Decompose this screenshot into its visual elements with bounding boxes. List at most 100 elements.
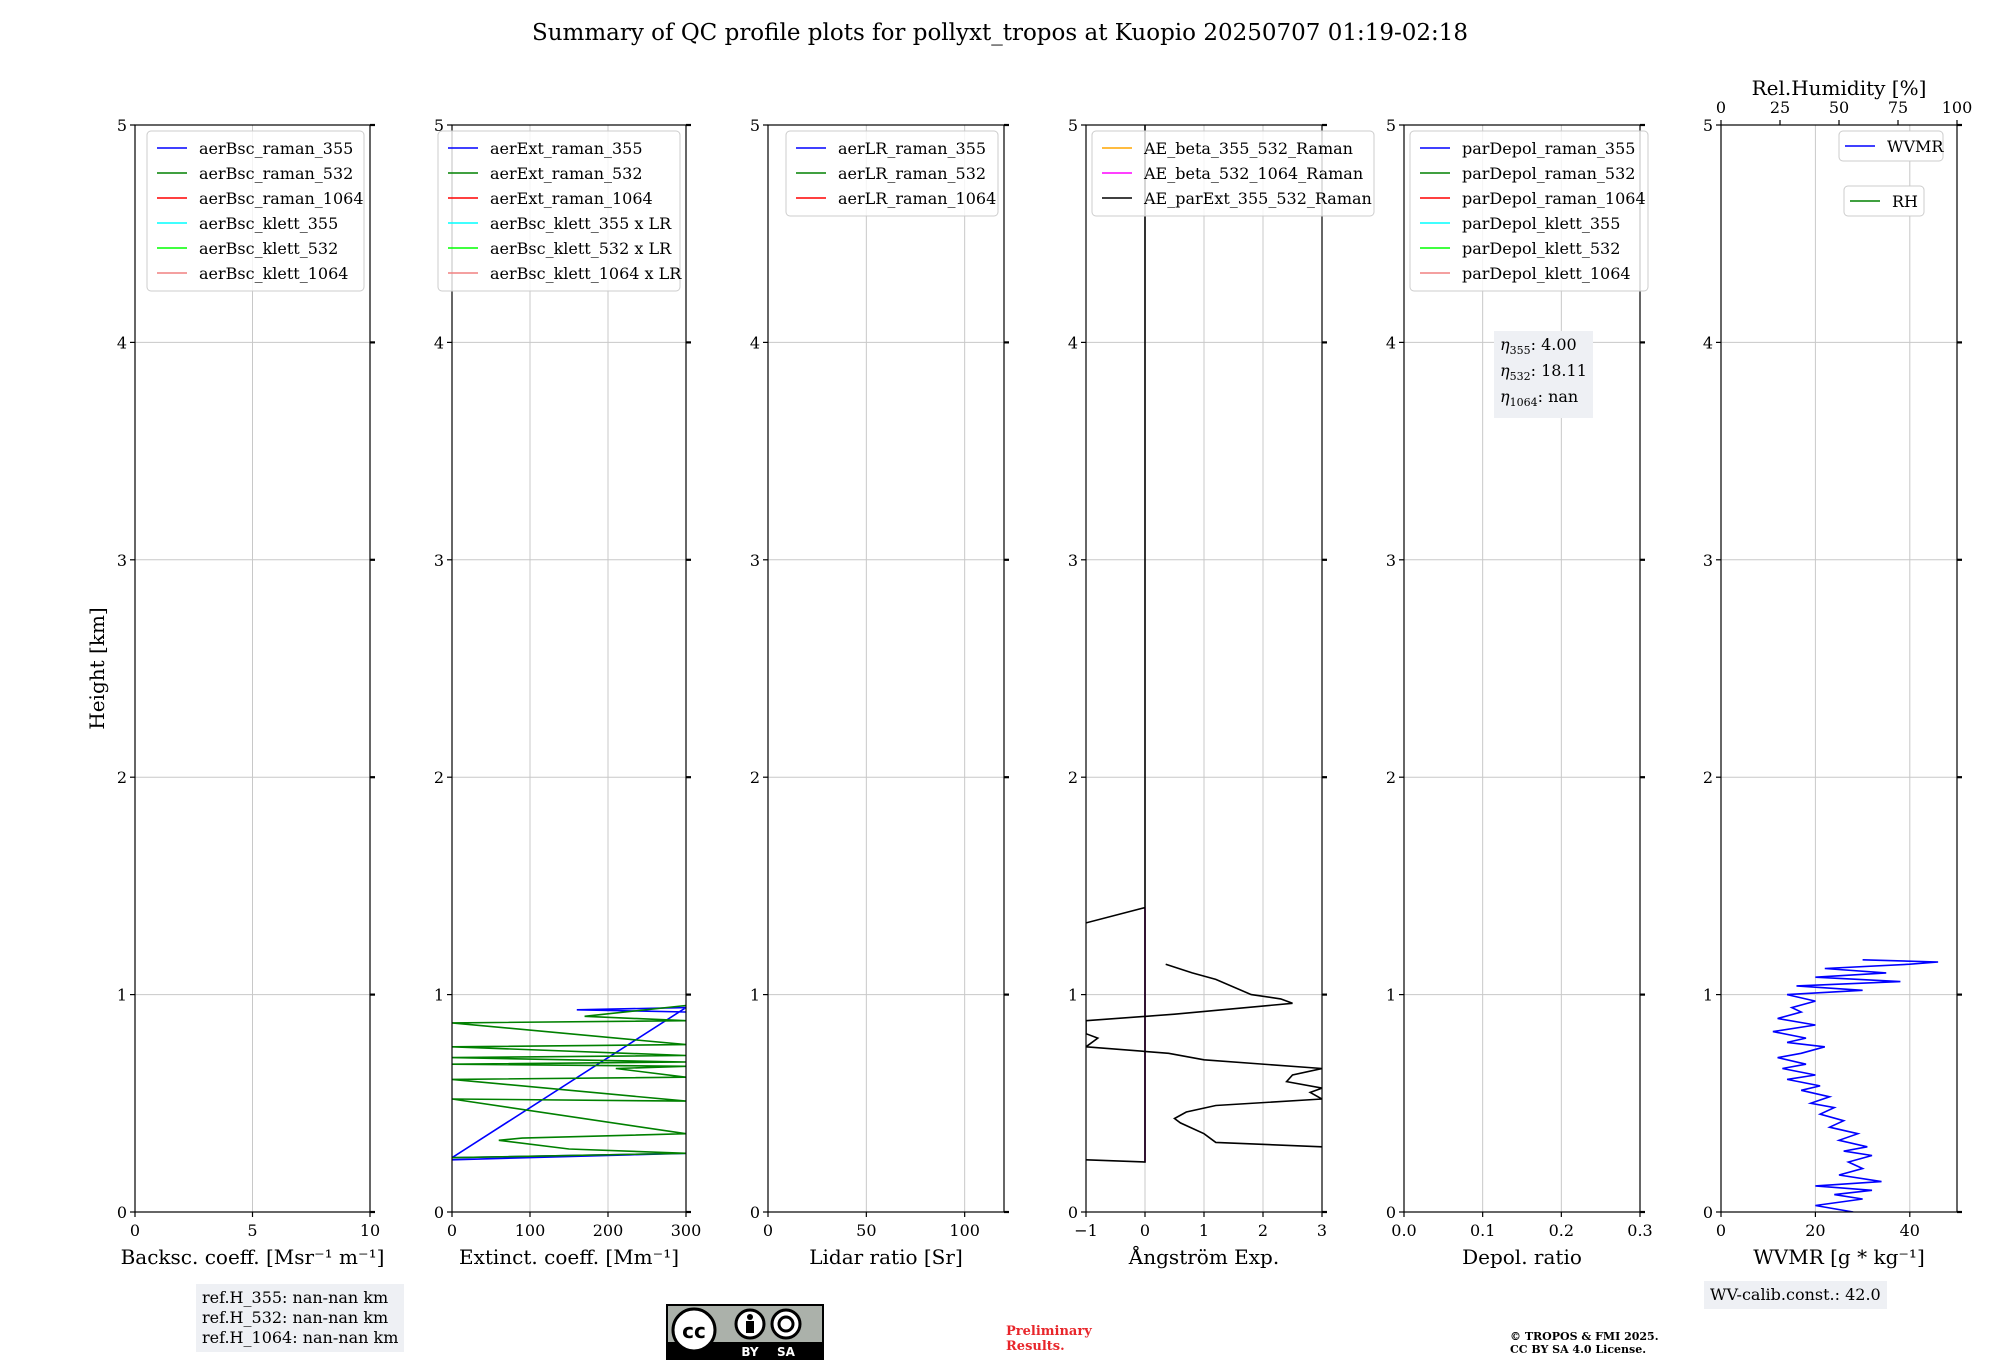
y-tick-label: 3 (750, 551, 760, 570)
y-tick-label: 4 (750, 333, 760, 352)
x-tick-label: 300 (671, 1221, 702, 1240)
eta-355: η355: 4.00 (1500, 335, 1577, 358)
legend-label: aerExt_raman_1064 (490, 189, 653, 208)
legend-box (146, 130, 365, 292)
legend-label: aerLR_raman_532 (838, 164, 986, 183)
copyright-line-2: CC BY SA 4.0 License. (1510, 1343, 1647, 1356)
x-tick-label: 0 (130, 1221, 140, 1240)
badge-sa-label: SA (777, 1345, 796, 1359)
legend (146, 130, 365, 292)
legend-label: parDepol_klett_355 (1462, 214, 1620, 233)
legend-label: aerLR_raman_1064 (838, 189, 996, 208)
axes-frame (1720, 124, 1958, 1213)
legend-label: parDepol_raman_355 (1462, 139, 1635, 158)
x-tick-label: 100 (949, 1221, 980, 1240)
x2-tick-label: 75 (1888, 98, 1908, 117)
axes-frame (1403, 124, 1641, 1213)
subplot-2 (437, 123, 691, 1217)
x-tick-label: 20 (1805, 1221, 1825, 1240)
x2-tick-label: 100 (1942, 98, 1973, 117)
legend-label: AE_parExt_355_532_Raman (1143, 189, 1372, 208)
ref-height-532: ref.H_532: nan-nan km (202, 1308, 389, 1327)
y-tick-label: 0 (117, 1203, 127, 1222)
y-tick-label: 0 (434, 1203, 444, 1222)
preliminary-line-1: Preliminary (1006, 1324, 1092, 1339)
svg-text:cc: cc (682, 1319, 706, 1343)
y-axis-label: Height [km] (85, 607, 109, 729)
x-tick-label: 40 (1900, 1221, 1920, 1240)
y-tick-label: 3 (434, 551, 444, 570)
x-axis-label: Backsc. coeff. [Msr⁻¹ m⁻¹] (121, 1245, 385, 1269)
legend-box (1409, 130, 1649, 292)
eta-532: η532: 18.11 (1500, 361, 1587, 384)
x-tick-label: 5 (247, 1221, 257, 1240)
copyright-note: © TROPOS & FMI 2025. CC BY SA 4.0 Licens… (1510, 1330, 1659, 1356)
legend-label: aerBsc_raman_355 (199, 139, 353, 158)
subplot-5 (1399, 123, 1649, 1217)
x-tick-label: 1 (1199, 1221, 1209, 1240)
legend-label: aerBsc_raman_1064 (199, 189, 364, 208)
legend-box (785, 130, 999, 217)
y-tick-label: 5 (1386, 116, 1396, 135)
legend-label: aerBsc_klett_532 x LR (490, 239, 672, 258)
legend-label: parDepol_klett_532 (1462, 239, 1620, 258)
legend-label: RH (1892, 192, 1918, 211)
subplot-4 (1081, 123, 1375, 1217)
legend (437, 130, 681, 292)
y-tick-label: 3 (1703, 551, 1713, 570)
y-tick-label: 5 (434, 116, 444, 135)
cc-by-sa-badge-icon: cc BY SA (666, 1304, 824, 1360)
x-axis-label: Depol. ratio (1462, 1245, 1582, 1269)
y-tick-label: 4 (117, 333, 127, 352)
y-tick-label: 0 (1703, 1203, 1713, 1222)
legend-label: aerBsc_klett_532 (199, 239, 338, 258)
y-tick-label: 2 (1703, 768, 1713, 787)
y-tick-label: 2 (1068, 768, 1078, 787)
y-tick-label: 0 (1068, 1203, 1078, 1222)
legend-label: aerBsc_klett_355 (199, 214, 338, 233)
legend (1838, 130, 1944, 217)
figure-title: Summary of QC profile plots for pollyxt_… (531, 20, 1469, 46)
legend-label: parDepol_raman_532 (1462, 164, 1635, 183)
legend-box (1838, 130, 1944, 162)
x-tick-label: 0 (763, 1221, 773, 1240)
legend-label: parDepol_klett_1064 (1462, 264, 1631, 283)
legend-label: AE_beta_532_1064_Raman (1143, 164, 1363, 183)
y-tick-label: 3 (1068, 551, 1078, 570)
x2-axis-label: Rel.Humidity [%] (1752, 76, 1927, 100)
subplot-6 (1716, 120, 1962, 1217)
y-tick-label: 1 (434, 986, 444, 1005)
y-tick-label: 2 (1386, 768, 1396, 787)
x2-tick-label: 50 (1829, 98, 1849, 117)
y-tick-label: 5 (750, 116, 760, 135)
series-line-aerExt_raman_532 (452, 1004, 686, 1159)
y-tick-label: 5 (117, 116, 127, 135)
preliminary-note: Preliminary Results. (1006, 1324, 1092, 1354)
x-axis-label: WVMR [g * kg⁻¹] (1753, 1245, 1925, 1269)
legend-label: aerBsc_klett_1064 (199, 264, 348, 283)
y-tick-label: 1 (1703, 986, 1713, 1005)
legend-box (1091, 130, 1375, 217)
y-tick-label: 2 (117, 768, 127, 787)
legend-label: aerBsc_raman_532 (199, 164, 353, 183)
x-tick-label: 0 (1140, 1221, 1150, 1240)
y-tick-label: 2 (750, 768, 760, 787)
x-axis-label: Lidar ratio [Sr] (809, 1245, 963, 1269)
y-tick-label: 1 (1386, 986, 1396, 1005)
legend (1091, 130, 1375, 217)
subplot-3 (763, 123, 1009, 1217)
legend (785, 130, 999, 217)
wv-calib-box: WV-calib.const.: 42.0 (1704, 1281, 1887, 1309)
x-tick-label: −1 (1074, 1221, 1098, 1240)
y-tick-label: 1 (1068, 986, 1078, 1005)
legend-label: aerExt_raman_532 (490, 164, 643, 183)
series-line-WVMR (1772, 959, 1939, 1212)
x-tick-label: 0.2 (1549, 1221, 1574, 1240)
x-tick-label: 50 (856, 1221, 876, 1240)
subplot-1 (130, 123, 375, 1217)
x-tick-label: 2 (1258, 1221, 1268, 1240)
legend-label: AE_beta_355_532_Raman (1143, 139, 1353, 158)
x-tick-label: 3 (1317, 1221, 1327, 1240)
legend-label: parDepol_raman_1064 (1462, 189, 1646, 208)
